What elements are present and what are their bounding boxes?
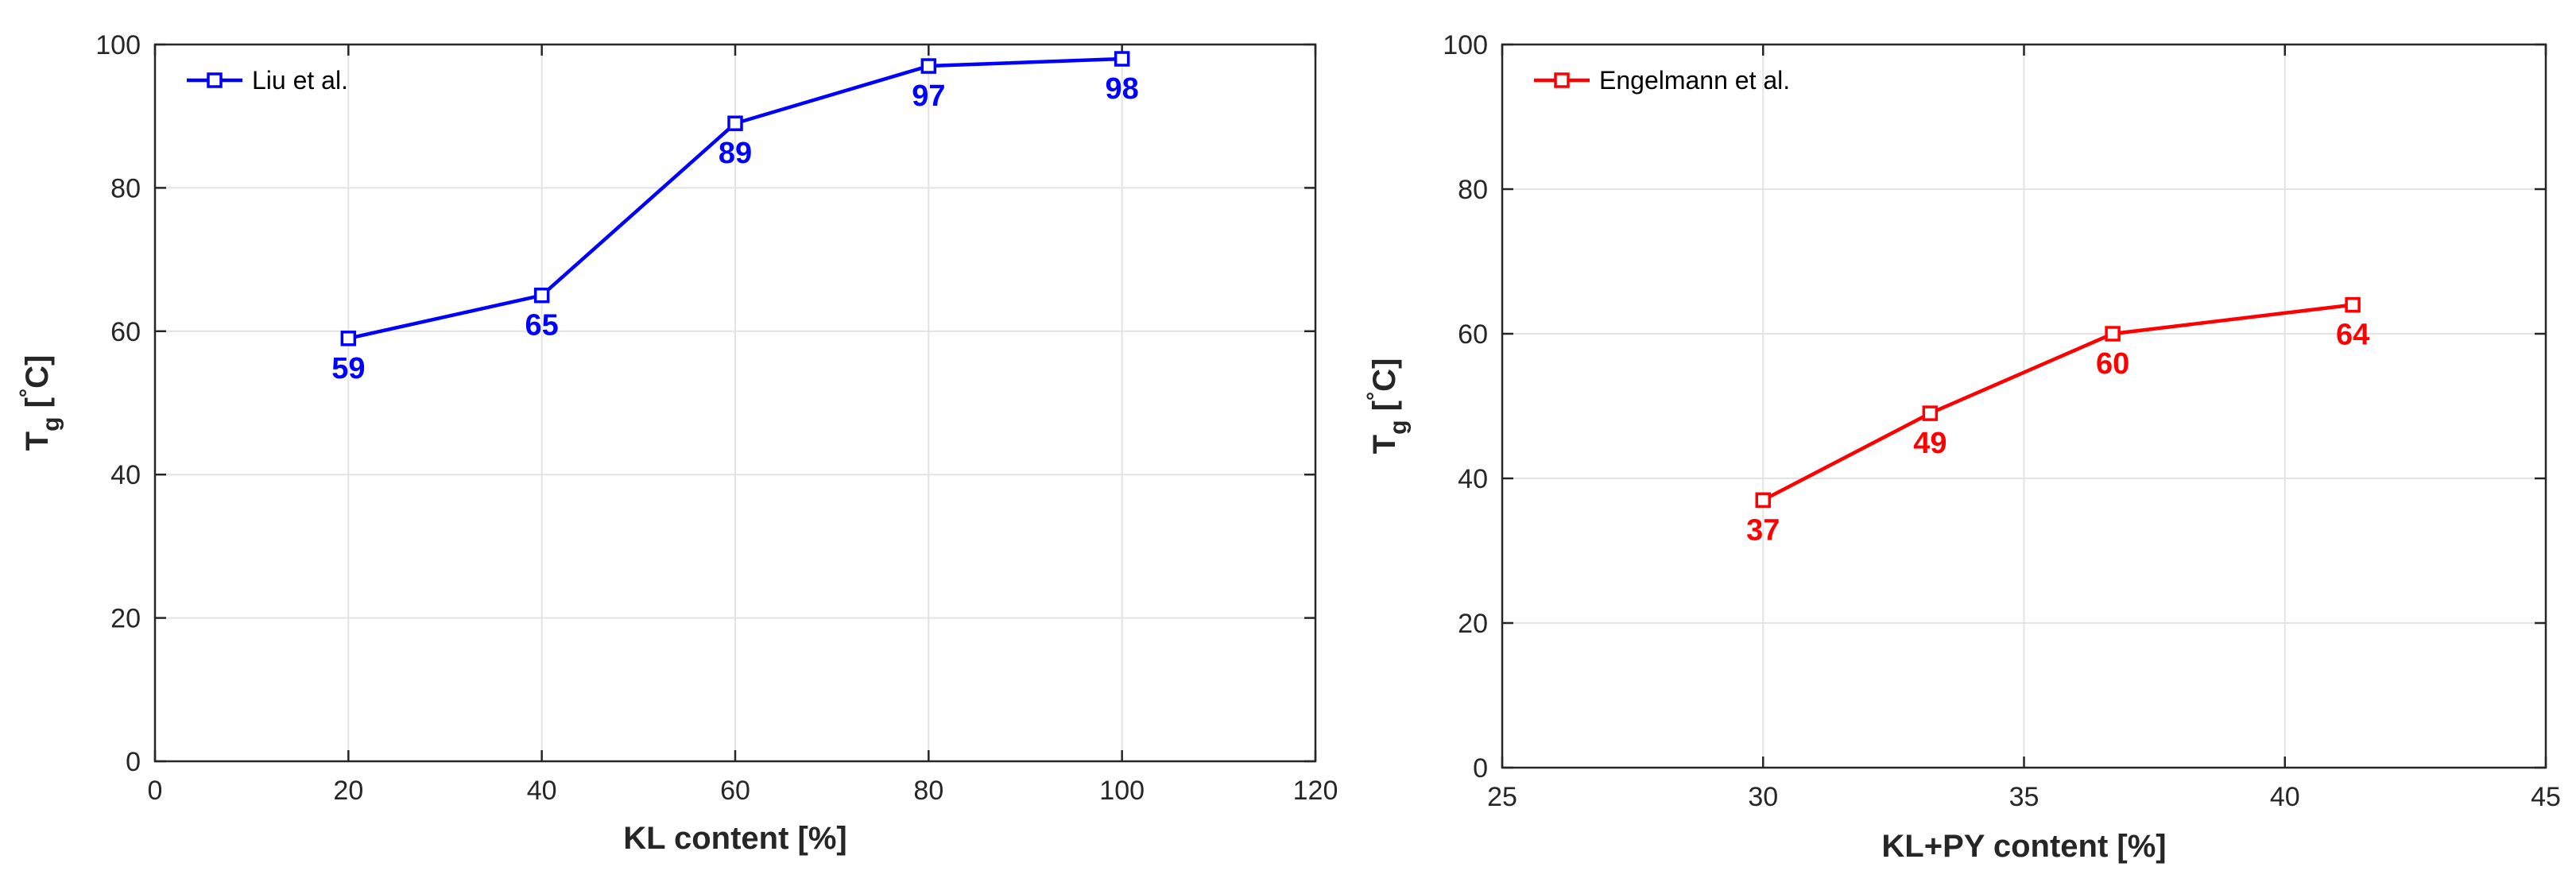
x-tick-label: 100 xyxy=(1099,776,1145,806)
y-tick-label: 40 xyxy=(110,460,141,490)
x-tick-label: 40 xyxy=(527,776,557,806)
data-label: 65 xyxy=(525,309,559,343)
y-tick-label: 20 xyxy=(110,604,141,634)
y-tick-label: 0 xyxy=(1473,753,1488,784)
data-point-marker xyxy=(1755,492,1771,509)
x-tick-label: 35 xyxy=(2009,782,2039,812)
y-tick-label: 60 xyxy=(110,317,141,347)
y-tick-label: 20 xyxy=(1458,609,1488,639)
x-tick-label: 45 xyxy=(2531,782,2561,812)
legend-label: Liu et al. xyxy=(252,66,348,95)
y-axis-label: Tg [°C] xyxy=(1362,358,1412,455)
x-tick-label: 25 xyxy=(1487,782,1517,812)
x-axis-label: KL content [%] xyxy=(623,821,846,856)
y-tick-label: 0 xyxy=(126,747,141,777)
x-tick-label: 20 xyxy=(333,776,363,806)
data-label: 60 xyxy=(2096,347,2129,381)
data-label: 97 xyxy=(912,79,945,113)
data-point-marker xyxy=(533,287,550,304)
data-label: 59 xyxy=(331,352,365,385)
y-tick-label: 40 xyxy=(1458,464,1488,494)
series-line xyxy=(1762,303,2353,502)
y-tick-label: 60 xyxy=(1458,319,1488,350)
data-label: 64 xyxy=(2336,319,2369,352)
legend-marker xyxy=(1554,72,1570,88)
data-point-marker xyxy=(1922,405,1939,421)
x-tick-label: 120 xyxy=(1293,776,1338,806)
data-point-marker xyxy=(727,115,743,131)
y-axis-label: Tg [°C] xyxy=(15,355,64,451)
y-tick-label: 80 xyxy=(110,173,141,203)
x-tick-label: 40 xyxy=(2270,782,2300,812)
data-point-marker xyxy=(2345,296,2361,313)
data-label: 37 xyxy=(1746,513,1780,547)
x-tick-label: 60 xyxy=(720,776,750,806)
legend-label: Engelmann et al. xyxy=(1599,66,1790,95)
chart-right: 25 30 35 40 45 0 20 40 60 80 100 KL+PY content [%] T… xyxy=(1362,30,2561,864)
x-tick-label: 0 xyxy=(148,776,163,806)
x-tick-label: 30 xyxy=(1748,782,1778,812)
x-tick-label: 80 xyxy=(913,776,943,806)
chart-left: 0 20 40 60 80 100 120 0 20 40 60 80 100 KL content [%… xyxy=(15,30,1338,856)
data-point-marker xyxy=(2105,326,2121,342)
data-point-marker xyxy=(340,331,357,346)
data-label: 49 xyxy=(1913,427,1947,460)
y-tick-label: 100 xyxy=(95,30,141,60)
y-tick-label: 100 xyxy=(1443,30,1488,60)
data-label: 98 xyxy=(1106,72,1139,106)
x-axis-label: KL+PY content [%] xyxy=(1881,829,2166,864)
legend-marker xyxy=(207,72,223,88)
data-point-marker xyxy=(1114,51,1130,67)
data-point-marker xyxy=(920,58,937,74)
data-label: 89 xyxy=(719,137,752,170)
y-tick-label: 80 xyxy=(1458,175,1488,205)
